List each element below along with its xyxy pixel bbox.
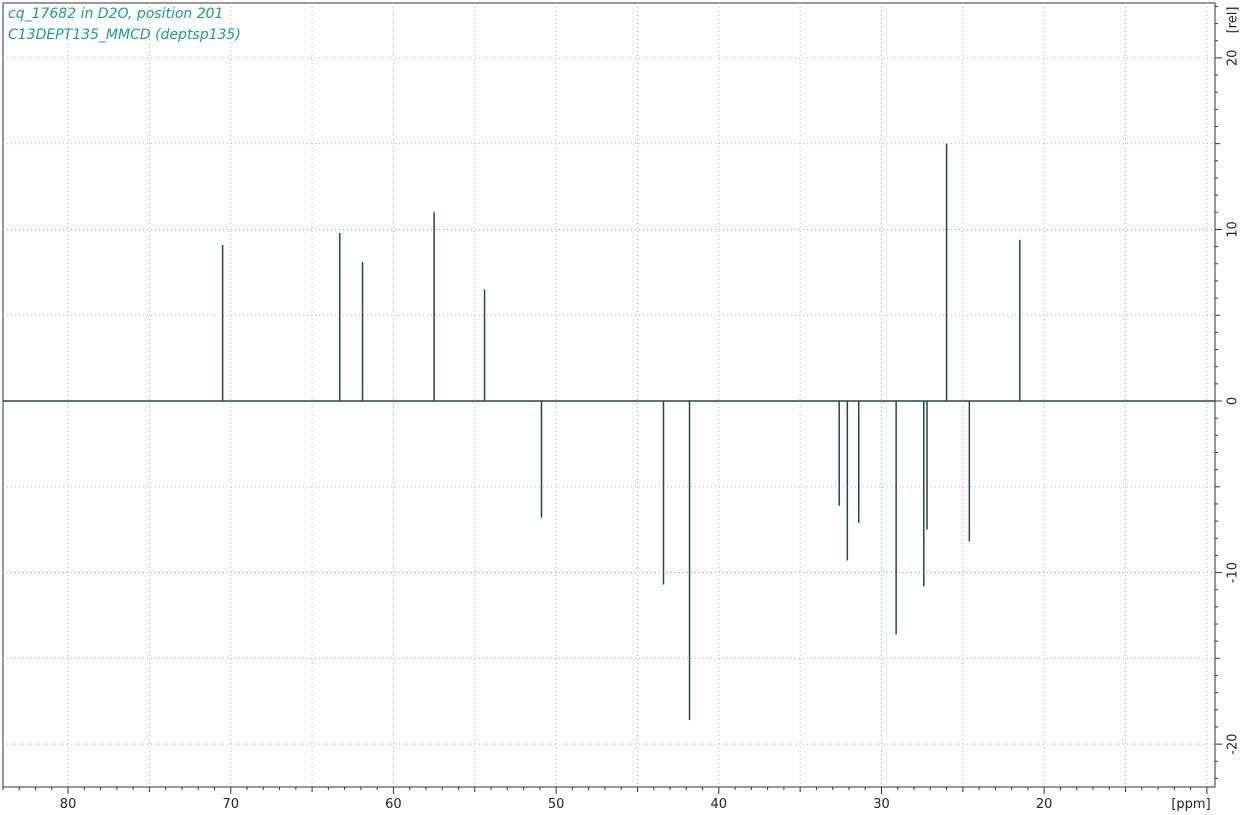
x-axis-label: [ppm] bbox=[1171, 797, 1210, 812]
plot-frame bbox=[2, 2, 1216, 788]
spectrum-title-line-1: cq_17682 in D2O, position 201 bbox=[8, 6, 224, 22]
x-tick-label: 20 bbox=[1036, 797, 1053, 812]
x-tick-label: 30 bbox=[873, 797, 890, 812]
y-tick-label: 10 bbox=[1226, 221, 1241, 238]
x-tick-label: 70 bbox=[222, 797, 239, 812]
y-tick-label: -20 bbox=[1226, 733, 1241, 754]
x-tick-label: 50 bbox=[548, 797, 565, 812]
y-tick-label: -10 bbox=[1226, 562, 1241, 583]
spectrum-title-line-2: C13DEPT135_MMCD (deptsp135) bbox=[8, 27, 241, 43]
y-tick-label: 0 bbox=[1226, 397, 1241, 405]
y-tick-label: 20 bbox=[1226, 50, 1241, 67]
x-tick-label: 60 bbox=[385, 797, 402, 812]
x-tick-label: 40 bbox=[711, 797, 728, 812]
y-axis-label: [rel] bbox=[1226, 7, 1241, 34]
x-tick-label: 80 bbox=[60, 797, 77, 812]
